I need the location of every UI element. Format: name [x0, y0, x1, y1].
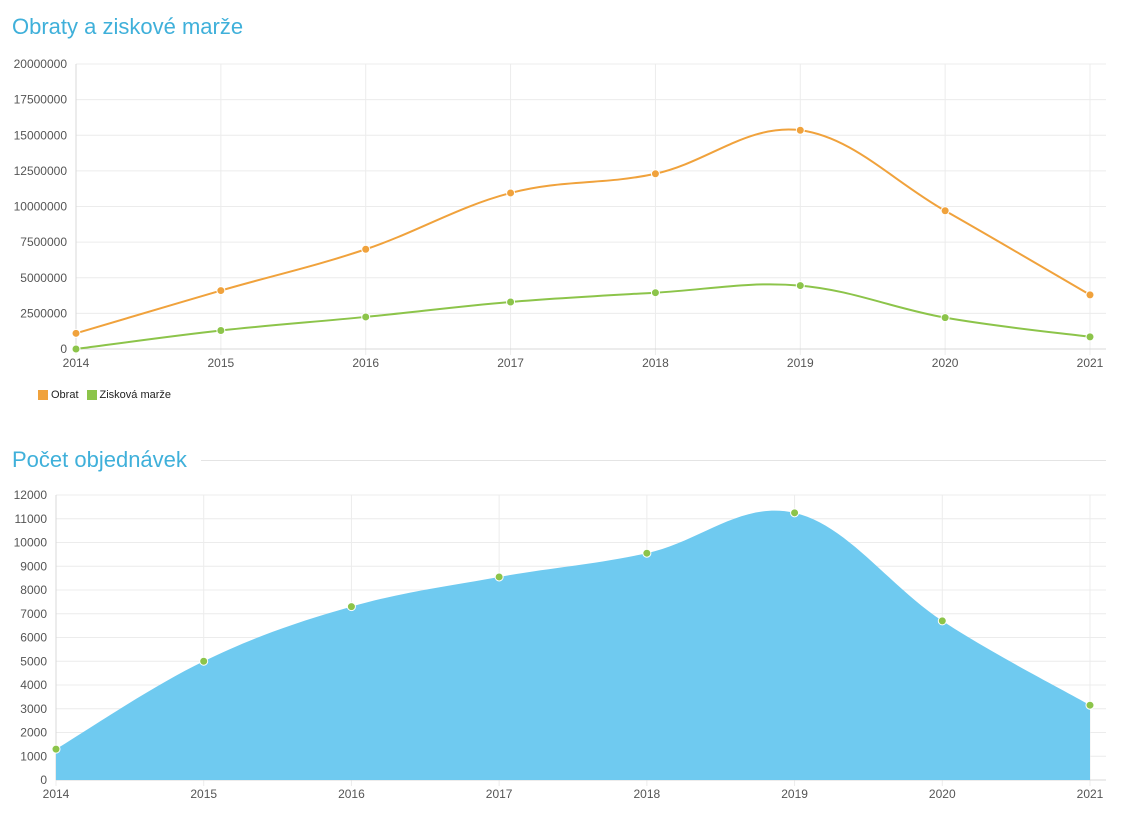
x-tick-label: 2015 — [190, 787, 217, 801]
data-point — [494, 572, 504, 582]
x-tick-label: 2017 — [497, 356, 524, 370]
y-tick-label: 12500000 — [14, 164, 68, 178]
series-line-1 — [75, 283, 1091, 350]
y-tick-label: 10000000 — [14, 200, 68, 214]
x-tick-label: 2014 — [43, 787, 70, 801]
data-point — [1085, 700, 1095, 710]
data-point — [51, 744, 61, 754]
data-point — [1085, 332, 1095, 342]
x-tick-label: 2019 — [781, 787, 808, 801]
y-tick-label: 11000 — [15, 512, 48, 526]
x-tick-label: 2019 — [787, 356, 814, 370]
x-tick-label: 2015 — [208, 356, 235, 370]
x-tick-label: 2017 — [486, 787, 513, 801]
y-tick-label: 7500000 — [20, 235, 67, 249]
data-point — [361, 312, 371, 322]
y-tick-label: 2000 — [20, 726, 47, 740]
data-point — [71, 344, 81, 354]
y-tick-label: 7000 — [20, 607, 47, 621]
x-tick-label: 2018 — [642, 356, 669, 370]
chart-title-turnover: Obraty a ziskové marže — [12, 14, 244, 39]
legend-label-margin: Zisková marže — [99, 389, 172, 401]
data-point — [346, 602, 356, 612]
data-point — [506, 297, 516, 307]
x-tick-label: 2018 — [634, 787, 661, 801]
legend-label-turnover: Obrat — [51, 389, 79, 401]
x-tick-label: 2021 — [1077, 787, 1104, 801]
y-tick-label: 6000 — [20, 631, 47, 645]
y-tick-label: 3000 — [20, 702, 47, 716]
area-fill — [56, 510, 1090, 780]
data-point — [199, 656, 209, 666]
y-tick-label: 0 — [40, 773, 47, 787]
y-tick-label: 5000 — [20, 654, 47, 668]
legend-item-margin[interactable]: Zisková marže — [86, 389, 172, 401]
x-tick-label: 2016 — [352, 356, 379, 370]
data-point — [650, 288, 660, 298]
data-point — [506, 188, 516, 198]
data-point — [940, 313, 950, 323]
data-point — [216, 325, 226, 335]
section-divider — [12, 460, 1106, 461]
legend: Obrat Zisková marže — [38, 389, 175, 401]
y-tick-label: 2500000 — [20, 306, 67, 320]
chart-title-orders: Počet objednávek — [12, 447, 201, 473]
y-tick-label: 5000000 — [20, 271, 67, 285]
x-tick-label: 2014 — [63, 356, 90, 370]
y-tick-label: 10000 — [14, 536, 48, 550]
x-tick-label: 2016 — [338, 787, 365, 801]
series-line-0 — [75, 128, 1091, 335]
data-point — [361, 244, 371, 254]
data-point — [71, 328, 81, 338]
legend-swatch-turnover — [38, 390, 48, 400]
data-point — [937, 616, 947, 626]
data-point — [650, 169, 660, 179]
y-tick-label: 8000 — [20, 583, 47, 597]
x-tick-label: 2021 — [1077, 356, 1104, 370]
y-tick-label: 17500000 — [14, 93, 68, 107]
y-tick-label: 4000 — [20, 678, 47, 692]
y-tick-label: 12000 — [14, 488, 48, 502]
data-point — [790, 508, 800, 518]
x-tick-label: 2020 — [932, 356, 959, 370]
data-point — [795, 281, 805, 291]
legend-swatch-margin — [86, 390, 97, 400]
legend-item-turnover[interactable]: Obrat — [38, 389, 79, 401]
x-tick-label: 2020 — [929, 787, 956, 801]
data-point — [642, 548, 652, 558]
data-point — [1085, 290, 1095, 300]
y-tick-label: 20000000 — [14, 57, 68, 71]
y-tick-label: 15000000 — [14, 128, 68, 142]
y-tick-label: 1000 — [20, 749, 47, 763]
data-point — [940, 206, 950, 216]
y-tick-label: 0 — [60, 342, 67, 356]
y-tick-label: 9000 — [20, 559, 47, 573]
data-point — [795, 125, 805, 135]
data-point — [216, 286, 226, 296]
